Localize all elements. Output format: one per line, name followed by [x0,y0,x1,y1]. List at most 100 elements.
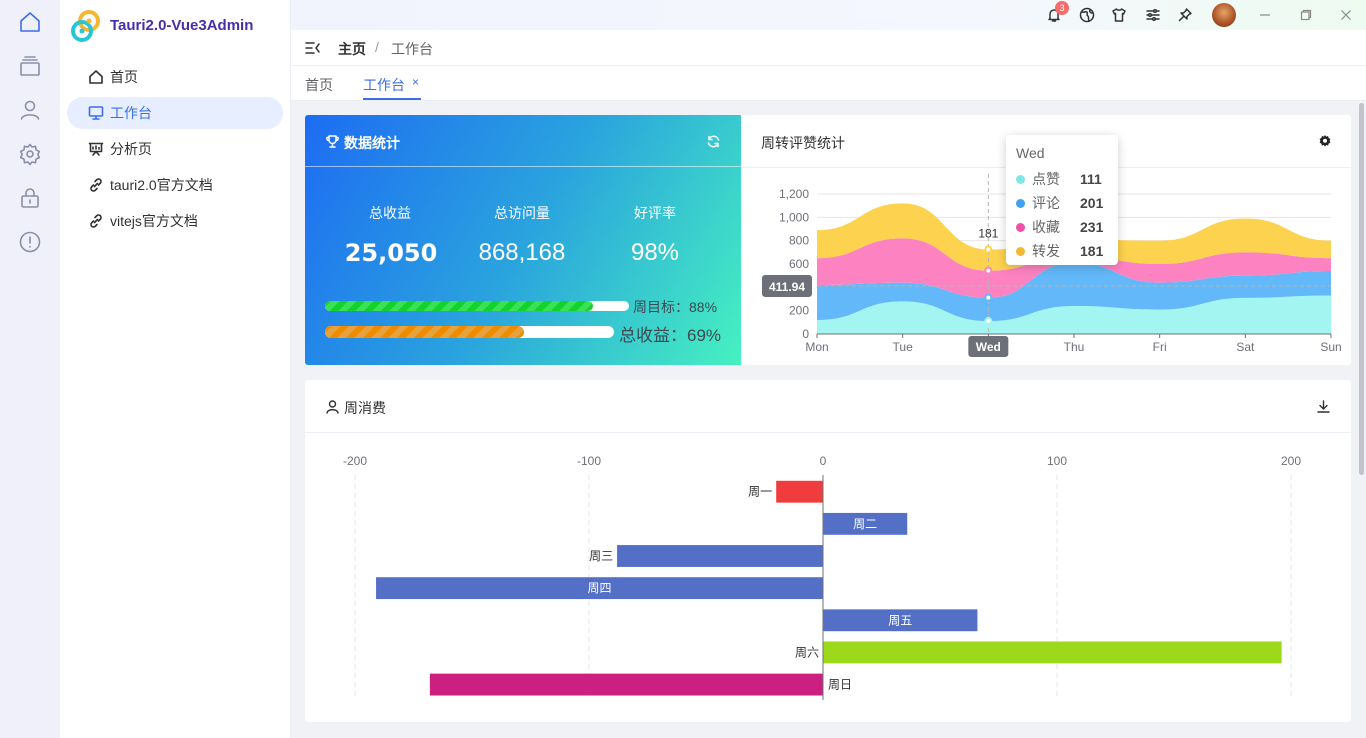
settings-sliders-button[interactable] [1142,4,1164,26]
sidebar-item-home[interactable]: 首页 [67,61,283,93]
bar-label: 周日 [828,678,852,692]
monitor-icon [88,106,104,120]
collapse-sidebar-button[interactable] [304,39,322,57]
sidebar-item-analysis[interactable]: 分析页 [67,133,283,165]
presentation-icon [88,142,104,156]
bar-label: 周四 [588,581,612,595]
x-tick-label: 0 [820,454,827,468]
x-tick-label: Tue [893,340,914,354]
sidebar-item-tauri-docs[interactable]: tauri2.0官方文档 [67,169,283,201]
notification-button[interactable]: 3 [1043,1,1069,26]
y-pointer-label-bg [762,274,812,297]
gear-icon[interactable] [1318,134,1332,148]
bar-周三 [617,545,823,567]
tooltip-row: 评论 201 [1016,191,1108,215]
bar-label: 周五 [888,613,912,627]
sidebar-item-label: 首页 [110,69,138,85]
bar-label: 周三 [589,549,613,563]
sidebar-item-vite-docs[interactable]: vitejs官方文档 [67,205,283,237]
rail-lock-button[interactable] [15,183,45,213]
tooltip-series-value: 201 [1080,195,1104,211]
bar-chart-card: 周消费 -200 -100 0 100 200 周一 周二 周三 周四 周五 周六 周日 [305,380,1351,722]
y-tick-label: 200 [789,304,809,318]
rail-alert-button[interactable] [15,227,45,257]
minimize-button[interactable] [1254,4,1276,26]
globe-icon [1079,7,1095,23]
home-icon [20,12,40,32]
main-scrollbar[interactable] [1357,101,1366,738]
weekly-goal-label: 周目标：88% [633,299,718,315]
restore-button[interactable] [1295,4,1317,26]
sidebar-item-workbench[interactable]: 工作台 [67,97,283,129]
area-series-收藏 [817,238,1331,298]
pin-button[interactable] [1174,4,1196,26]
x-tick-label: -100 [577,454,601,468]
tooltip-row: 收藏 231 [1016,215,1108,239]
stats-title: 数据统计 [344,135,400,151]
x-tick-label: Thu [1064,340,1085,354]
download-icon[interactable] [1316,399,1331,414]
notification-badge: 3 [1055,1,1069,15]
breadcrumb-home[interactable]: 主页 [338,41,366,57]
legend-dot [1016,222,1025,232]
area-series-点赞 [817,295,1331,334]
kpi-rating-label: 好评率 [634,205,676,221]
x-pointer-label-bg [968,336,1009,357]
rail-user-button[interactable] [15,95,45,125]
sidebar-item-label: 分析页 [110,141,152,157]
y-pointer-label: 411.94 [769,280,805,294]
theme-button[interactable] [1108,4,1130,26]
language-button[interactable] [1076,4,1098,26]
tooltip-series-value: 231 [1080,219,1104,235]
bar-周四 [376,577,823,600]
window-topbar: 3 [291,0,1366,30]
breadcrumb-separator: / [375,39,379,55]
revenue-progress-fill [325,326,525,338]
kpi-rating-value: 98% [630,239,680,266]
y-tick-label: 0 [802,327,809,341]
bar-周六 [823,641,1282,664]
bar-label: 周二 [853,517,877,531]
revenue-progress [325,326,614,338]
rail-settings-button[interactable] [15,139,45,169]
rail-layers-button[interactable] [15,51,45,81]
layers-icon [20,56,40,76]
main-scrollbar-thumb[interactable] [1359,103,1364,475]
x-tick-label: 100 [1047,454,1067,468]
user-avatar[interactable] [1212,3,1236,27]
tooltip-series-name: 点赞 [1032,171,1060,187]
data-point [984,245,993,254]
weekly-goal-progress [325,301,629,311]
lock-icon [21,188,39,208]
chart-tooltip: Wed 点赞 111 评论 201 收藏 231 转发 181 [1006,135,1118,265]
tooltip-series-value: 181 [1080,243,1104,259]
tooltip-row: 转发 181 [1016,239,1108,263]
rail-home-button[interactable] [15,7,45,37]
weekly-goal-progress-fill [325,301,593,311]
kpi-visits-label: 总访问量 [494,205,550,221]
area-series-评论 [817,262,1331,322]
minimize-icon [1260,14,1270,16]
app-logo-icon [71,10,100,42]
tab-close-button[interactable]: × [412,75,420,89]
tab-workbench[interactable]: 工作台 [363,77,405,93]
shirt-icon [1112,8,1126,22]
restore-icon [1300,9,1312,21]
kpi-revenue-label: 总收益 [369,205,411,221]
legend-dot [1016,198,1025,208]
area-series-转发 [817,203,1331,271]
close-window-button[interactable] [1335,4,1357,26]
refresh-icon[interactable] [706,134,721,149]
tab-home[interactable]: 首页 [305,77,333,93]
bar-周一 [776,480,823,503]
pin-icon [1178,8,1192,22]
close-icon [1341,10,1351,20]
sidebar-item-label: tauri2.0官方文档 [110,177,213,193]
data-point [984,317,993,326]
alert-circle-icon [19,231,41,253]
y-tick-label: 600 [789,257,809,271]
area-chart-title: 周转评赞统计 [761,135,845,151]
bar-label: 周六 [795,645,819,659]
home-icon [89,70,103,84]
